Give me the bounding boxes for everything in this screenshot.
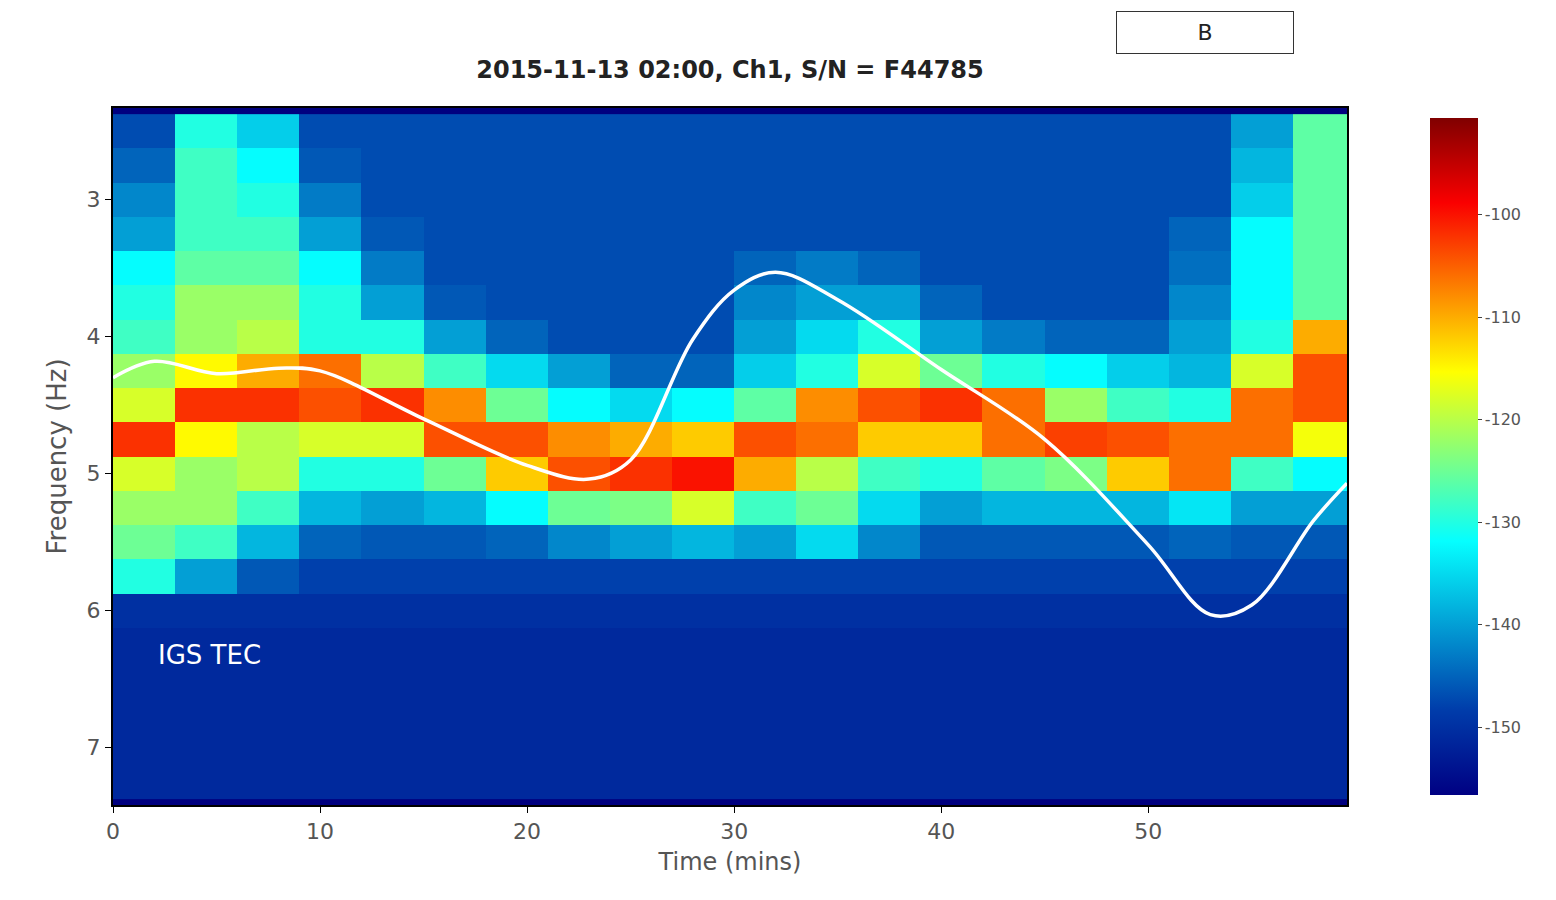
svg-text:50: 50 (1134, 819, 1162, 844)
svg-text:20: 20 (513, 819, 541, 844)
svg-text:Time (mins): Time (mins) (658, 848, 802, 876)
svg-text:7: 7 (87, 735, 101, 760)
svg-text:40: 40 (927, 819, 955, 844)
svg-text:-150: -150 (1485, 718, 1521, 737)
svg-text:6: 6 (87, 598, 101, 623)
svg-text:-140: -140 (1485, 615, 1521, 634)
svg-text:10: 10 (306, 819, 334, 844)
svg-text:2015-11-13 02:00, Ch1, S/N = F: 2015-11-13 02:00, Ch1, S/N = F44785 (476, 56, 983, 84)
svg-text:5: 5 (87, 461, 101, 486)
svg-text:-120: -120 (1485, 410, 1521, 429)
svg-text:-100: -100 (1485, 205, 1521, 224)
svg-text:B: B (1197, 20, 1212, 45)
svg-text:3: 3 (87, 187, 101, 212)
svg-text:-110: -110 (1485, 308, 1521, 327)
svg-text:IGS TEC: IGS TEC (158, 640, 261, 670)
svg-text:Frequency (Hz): Frequency (Hz) (42, 358, 72, 554)
svg-text:4: 4 (87, 324, 101, 349)
svg-text:30: 30 (720, 819, 748, 844)
svg-text:0: 0 (106, 819, 120, 844)
svg-text:-130: -130 (1485, 513, 1521, 532)
